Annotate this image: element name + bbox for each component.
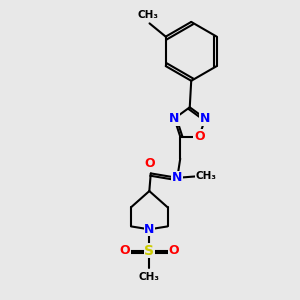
- Text: O: O: [144, 157, 154, 169]
- Text: O: O: [194, 130, 205, 143]
- Text: CH₃: CH₃: [195, 171, 216, 182]
- Text: O: O: [169, 244, 179, 257]
- Text: N: N: [172, 171, 182, 184]
- Text: S: S: [144, 244, 154, 258]
- Text: CH₃: CH₃: [138, 10, 159, 20]
- Text: N: N: [169, 112, 179, 125]
- Text: N: N: [144, 223, 154, 236]
- Text: CH₃: CH₃: [139, 272, 160, 282]
- Text: O: O: [119, 244, 130, 257]
- Text: N: N: [200, 112, 210, 125]
